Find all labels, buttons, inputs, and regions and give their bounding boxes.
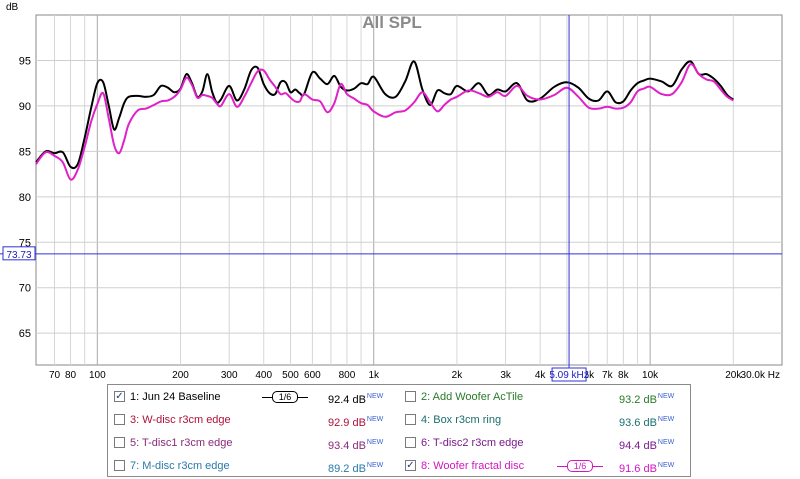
legend-item-label: 5: T-disc1 r3cm edge bbox=[130, 437, 233, 449]
legend-item-6[interactable]: 6: T-disc2 r3cm edge 94.4 dBNEW bbox=[405, 434, 689, 452]
new-badge: NEW bbox=[657, 416, 675, 423]
cursor-x-readout: 5.09 kHz bbox=[549, 367, 589, 382]
visibility-checkbox[interactable]: ✓ bbox=[405, 460, 416, 471]
x-tick-label: 600 bbox=[304, 370, 321, 381]
y-axis-unit-label: dB bbox=[6, 2, 19, 13]
legend-item-7[interactable]: 7: M-disc r3cm edge 89.2 dBNEW bbox=[114, 457, 398, 475]
series-lines bbox=[35, 60, 734, 181]
new-badge: NEW bbox=[657, 462, 675, 469]
new-badge: NEW bbox=[366, 393, 384, 400]
legend-item-value: 93.4 dBNEW bbox=[328, 439, 384, 452]
new-badge: NEW bbox=[657, 439, 675, 446]
legend-item-value: 89.2 dBNEW bbox=[328, 462, 384, 475]
x-tick-label: 4k bbox=[535, 370, 547, 381]
legend-item-5[interactable]: 5: T-disc1 r3cm edge 93.4 dBNEW bbox=[114, 434, 398, 452]
legend-item-4[interactable]: 4: Box r3cm ring 93.6 dBNEW bbox=[405, 411, 689, 429]
x-tick-labels: 70 80 100 200 300 400 500 600 800 1k 2k 3k 4k 6k 7k 8k 1… bbox=[49, 370, 780, 381]
legend-item-value: 92.4 dBNEW bbox=[328, 393, 384, 406]
visibility-checkbox[interactable] bbox=[114, 460, 125, 471]
legend-item-value: 94.4 dBNEW bbox=[619, 439, 675, 452]
x-tick-label: 6k bbox=[584, 370, 596, 381]
x-tick-label: 20k bbox=[725, 370, 742, 381]
legend-item-value: 93.6 dBNEW bbox=[619, 416, 675, 429]
spl-graph[interactable]: All SPL dB 65 70 75 80 85 90 95 70 80 100 200 300 4… bbox=[0, 0, 800, 384]
legend-item-label: 8: Woofer fractal disc bbox=[421, 460, 525, 472]
legend-item-8[interactable]: ✓ 8: Woofer fractal disc 1/6 91.6 dBNEW bbox=[405, 457, 689, 475]
x-tick-label: 3k bbox=[500, 370, 512, 381]
y-tick-label: 75 bbox=[19, 237, 31, 249]
x-tick-label: 1k bbox=[368, 370, 380, 381]
y-tick-label: 95 bbox=[19, 55, 31, 67]
x-tick-label: 300 bbox=[221, 370, 238, 381]
visibility-checkbox[interactable] bbox=[405, 414, 416, 425]
svg-text:73.73: 73.73 bbox=[6, 250, 31, 261]
x-tick-label: 500 bbox=[282, 370, 299, 381]
legend-item-label: 3: W-disc r3cm edge bbox=[130, 414, 231, 426]
y-tick-label: 70 bbox=[19, 283, 31, 295]
legend-item-3[interactable]: 3: W-disc r3cm edge 92.9 dBNEW bbox=[114, 411, 398, 429]
legend-item-value: 93.2 dBNEW bbox=[619, 393, 675, 406]
y-tick-label: 90 bbox=[19, 101, 31, 113]
legend-item-value: 91.6 dBNEW bbox=[619, 462, 675, 475]
x-tick-label: 7k bbox=[602, 370, 614, 381]
x-tick-label: 30.0k Hz bbox=[741, 370, 780, 381]
legend-item-label: 4: Box r3cm ring bbox=[421, 414, 502, 426]
visibility-checkbox[interactable] bbox=[114, 437, 125, 448]
cursor-y-readout: 73.73 bbox=[2, 246, 36, 261]
series-line-2 bbox=[35, 63, 734, 181]
chart-title: All SPL bbox=[362, 13, 422, 32]
visibility-checkbox[interactable] bbox=[405, 391, 416, 402]
legend-item-label: 6: T-disc2 r3cm edge bbox=[421, 437, 524, 449]
x-tick-label: 8k bbox=[618, 370, 630, 381]
legend-item-1[interactable]: ✓ 1: Jun 24 Baseline 1/6 92.4 dBNEW bbox=[114, 388, 398, 406]
x-tick-label: 100 bbox=[89, 370, 106, 381]
visibility-checkbox[interactable]: ✓ bbox=[114, 391, 125, 402]
x-tick-label: 80 bbox=[65, 370, 77, 381]
y-tick-label: 85 bbox=[19, 146, 31, 158]
x-tick-label: 2k bbox=[452, 370, 464, 381]
y-tick-labels: 65 70 75 80 85 90 95 bbox=[19, 55, 31, 340]
smoothing-badge[interactable]: 1/6 bbox=[557, 460, 603, 472]
grid-lines bbox=[36, 15, 782, 365]
legend-item-label: 7: M-disc r3cm edge bbox=[130, 460, 230, 472]
visibility-checkbox[interactable] bbox=[114, 414, 125, 425]
new-badge: NEW bbox=[366, 416, 384, 423]
plot-area[interactable] bbox=[35, 14, 783, 366]
x-tick-label: 800 bbox=[339, 370, 356, 381]
x-tick-label: 400 bbox=[255, 370, 272, 381]
x-tick-label: 10k bbox=[642, 370, 659, 381]
legend-item-value: 92.9 dBNEW bbox=[328, 416, 384, 429]
new-badge: NEW bbox=[366, 462, 384, 469]
legend-item-label: 2: Add Woofer AcTile bbox=[421, 391, 524, 403]
y-tick-label: 65 bbox=[19, 328, 31, 340]
legend-item-2[interactable]: 2: Add Woofer AcTile 93.2 dBNEW bbox=[405, 388, 689, 406]
legend-panel: ✓ 1: Jun 24 Baseline 1/6 92.4 dBNEW 2: A… bbox=[107, 384, 691, 477]
svg-text:5.09 kHz: 5.09 kHz bbox=[549, 370, 588, 381]
new-badge: NEW bbox=[657, 393, 675, 400]
x-tick-label: 70 bbox=[49, 370, 61, 381]
y-tick-label: 80 bbox=[19, 192, 31, 204]
new-badge: NEW bbox=[366, 439, 384, 446]
visibility-checkbox[interactable] bbox=[405, 437, 416, 448]
series-line-1 bbox=[35, 60, 734, 170]
smoothing-badge[interactable]: 1/6 bbox=[262, 391, 308, 403]
x-tick-label: 200 bbox=[172, 370, 189, 381]
legend-item-label: 1: Jun 24 Baseline bbox=[130, 391, 221, 403]
